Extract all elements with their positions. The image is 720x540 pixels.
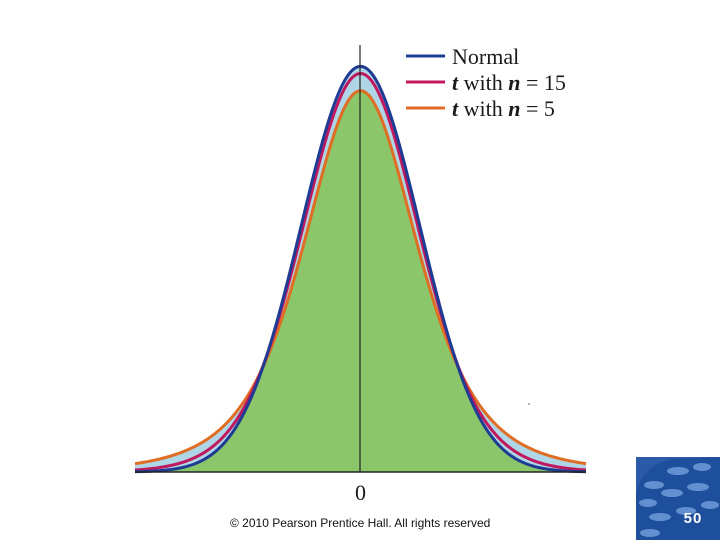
badge-pattern-icon	[636, 457, 720, 540]
legend-label-2: t with n = 5	[452, 96, 555, 121]
stray-dot	[528, 403, 530, 405]
copyright-text: © 2010 Pearson Prentice Hall. All rights…	[230, 516, 491, 530]
legend-label-0: Normal	[452, 44, 519, 69]
legend-label-1: t with n = 15	[452, 70, 566, 95]
x-ticks: 0	[355, 480, 366, 505]
slide-number: 50	[683, 510, 703, 527]
slide-number-badge	[636, 457, 720, 540]
x-tick-label: 0	[355, 480, 366, 505]
